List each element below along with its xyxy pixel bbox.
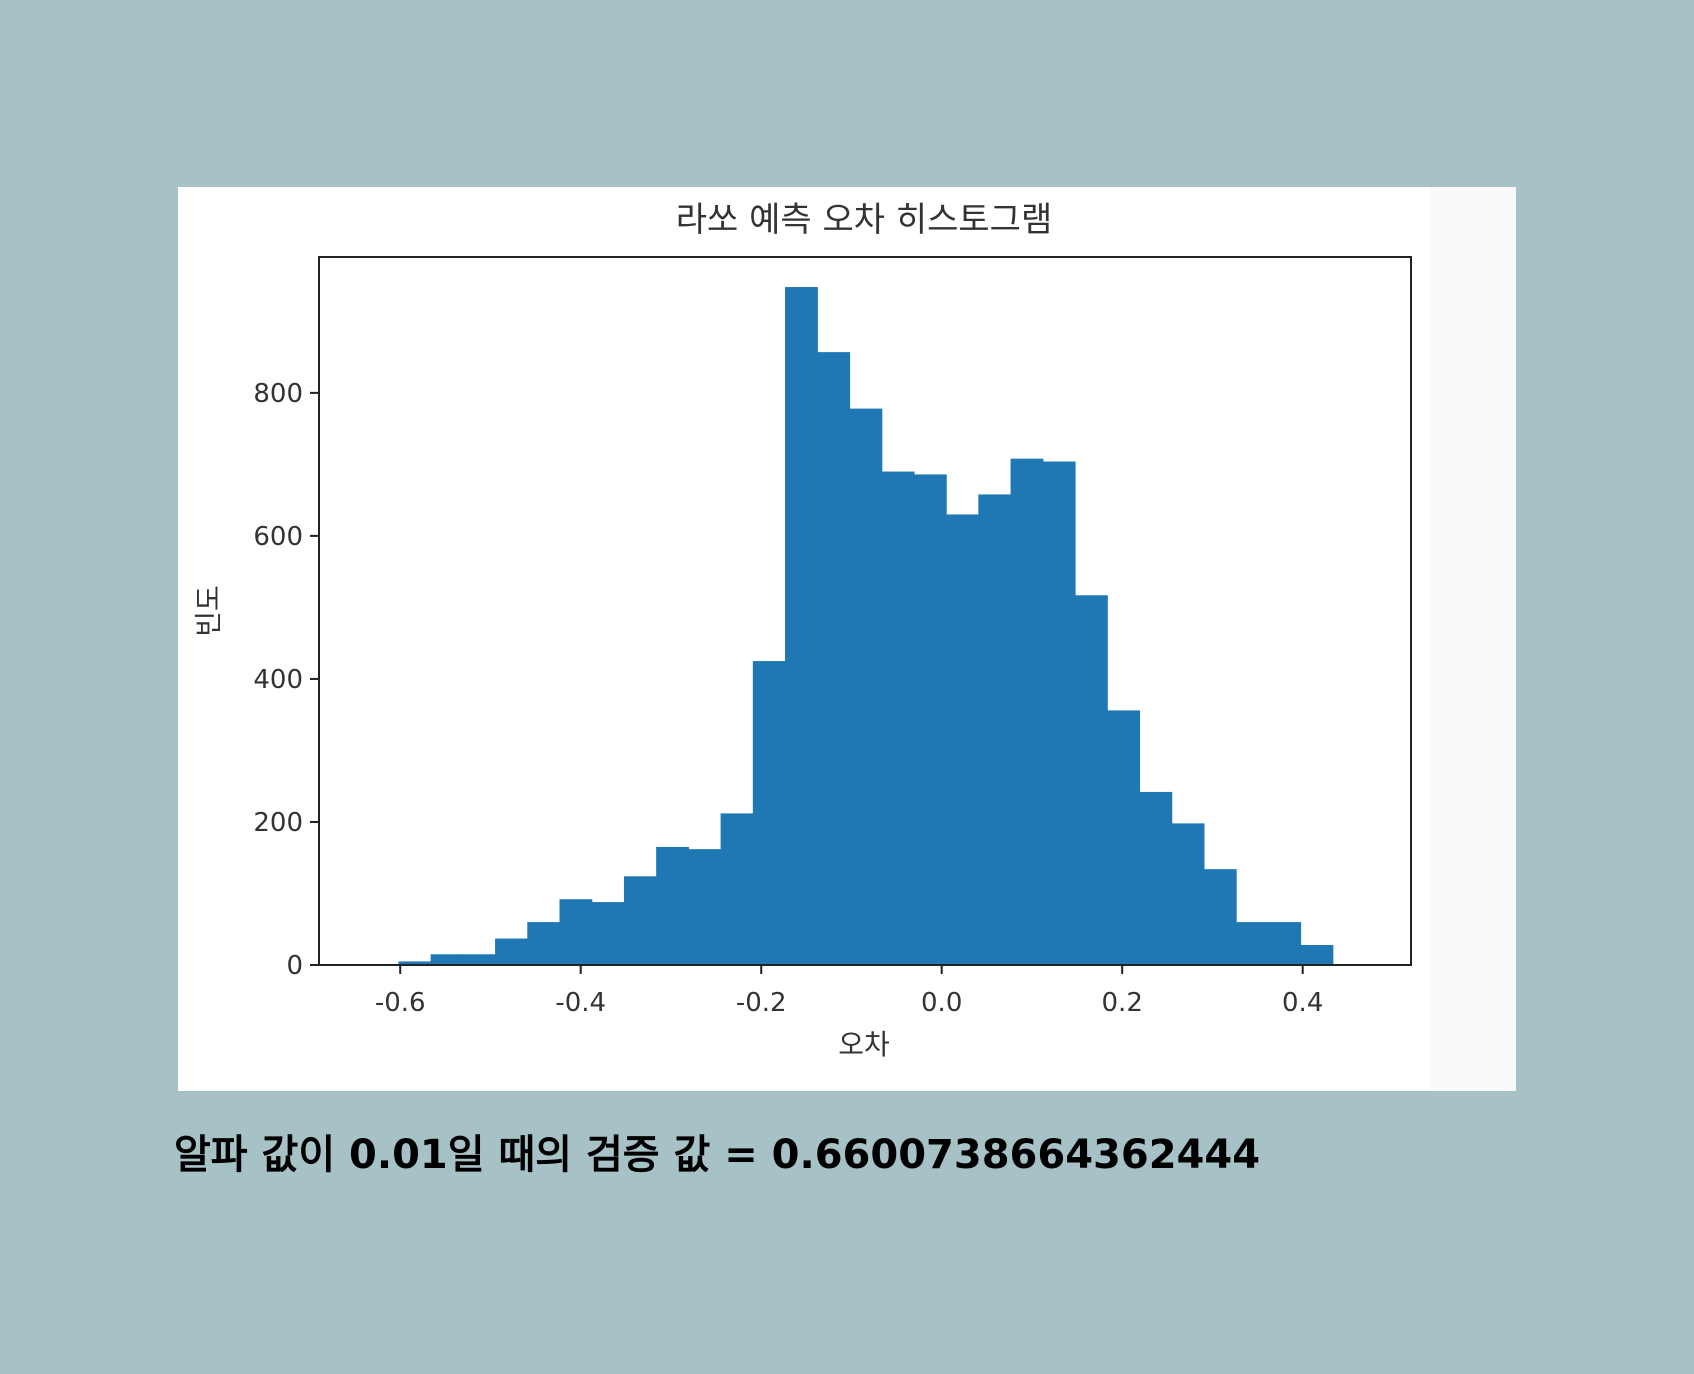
histogram-bar xyxy=(1010,458,1044,965)
histogram-bar xyxy=(1203,869,1237,965)
histogram-bar xyxy=(1300,944,1334,965)
y-axis-ticks: 0 200 400 600 800 xyxy=(253,379,319,981)
x-axis-label: 오차 xyxy=(838,1028,890,1061)
histogram-bar xyxy=(881,471,915,965)
histogram-bar xyxy=(430,954,464,965)
histogram-bar xyxy=(785,287,818,965)
histogram-bar xyxy=(591,902,625,965)
histogram-bar xyxy=(1075,595,1108,965)
histogram-bar xyxy=(398,961,432,965)
chart-title: 라쏘 예측 오차 히스토그램 xyxy=(676,200,1053,240)
histogram-bar xyxy=(688,849,722,965)
bars-layer xyxy=(398,287,1334,965)
y-tick-label: 800 xyxy=(253,379,303,409)
histogram-bar xyxy=(462,954,496,965)
histogram-bar xyxy=(1171,823,1205,965)
histogram-bar xyxy=(623,876,657,965)
x-axis-ticks: -0.6 -0.4 -0.2 0.0 0.2 0.4 xyxy=(375,965,1323,1018)
figure-card: 라쏘 예측 오차 히스토그램 -0.6 -0.4 -0.2 0.0 0.2 0.4 0 20… xyxy=(178,187,1516,1091)
histogram-bar xyxy=(1107,710,1141,965)
x-tick-label: 0.0 xyxy=(921,988,962,1018)
validation-score-caption: 알파 값이 0.01일 때의 검증 값 = 0.6600738664362444 xyxy=(174,1132,1261,1178)
plot-frame xyxy=(318,256,1412,966)
histogram-bar xyxy=(559,899,593,965)
x-tick-label: -0.4 xyxy=(555,988,606,1018)
histogram-bar xyxy=(849,408,883,965)
histogram-bar xyxy=(1236,922,1269,965)
x-tick-label: -0.2 xyxy=(736,988,787,1018)
y-tick-label: 200 xyxy=(253,808,303,838)
histogram-bar xyxy=(913,474,947,965)
histogram-bar xyxy=(752,661,786,965)
histogram-bar xyxy=(527,922,561,965)
y-axis-label: 빈도 xyxy=(192,585,225,637)
y-tick-label: 0 xyxy=(286,951,303,981)
y-tick-label: 400 xyxy=(253,665,303,695)
histogram-bar xyxy=(1139,791,1173,965)
histogram-bar xyxy=(946,514,979,965)
x-tick-label: -0.6 xyxy=(375,988,426,1018)
histogram-bar xyxy=(1042,461,1076,965)
histogram-bar xyxy=(656,847,689,965)
histogram-bar xyxy=(1268,922,1302,965)
histogram-bar xyxy=(978,494,1012,965)
histogram-bar xyxy=(720,813,754,965)
x-tick-label: 0.2 xyxy=(1102,988,1143,1018)
figure-margin-strip xyxy=(1430,187,1516,1091)
y-tick-label: 600 xyxy=(253,522,303,552)
histogram-bar xyxy=(495,938,528,965)
histogram-bar xyxy=(817,352,851,965)
x-tick-label: 0.4 xyxy=(1282,988,1323,1018)
histogram-chart: 라쏘 예측 오차 히스토그램 -0.6 -0.4 -0.2 0.0 0.2 0.4 0 20… xyxy=(192,200,1412,1061)
